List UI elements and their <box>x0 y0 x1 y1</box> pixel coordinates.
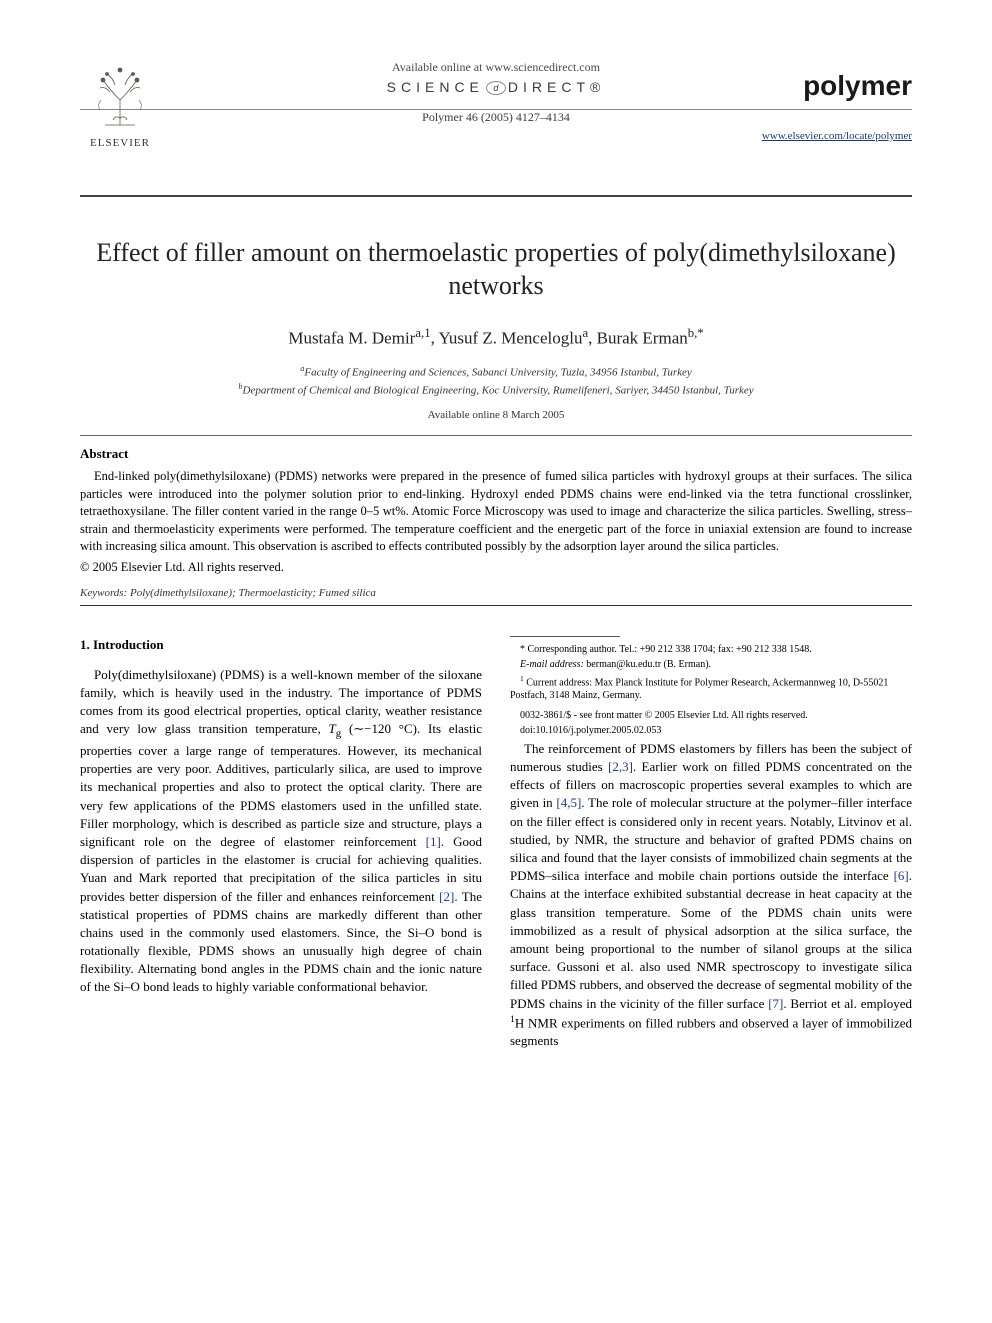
p1c: . The statistical properties of PDMS cha… <box>80 889 482 995</box>
abstract-rule-top <box>80 435 912 436</box>
sd-right: DIRECT® <box>508 79 605 95</box>
journal-brand: polymer www.elsevier.com/locate/polymer <box>762 70 912 142</box>
sd-at-icon: d <box>486 81 506 95</box>
copyright-line: © 2005 Elsevier Ltd. All rights reserved… <box>80 560 912 575</box>
author-3-sup: b,* <box>688 326 704 340</box>
p2d: . Chains at the interface exhibited subs… <box>510 868 912 1010</box>
fn-issn: 0032-3861/$ - see front matter © 2005 El… <box>510 709 912 723</box>
tg-val: (∼−120 °C). Its elastic properties cover… <box>80 721 482 849</box>
abstract-body: End-linked poly(dimethylsiloxane) (PDMS)… <box>80 468 912 556</box>
keywords-label: Keywords: <box>80 587 127 599</box>
author-2: , Yusuf Z. Menceloglu <box>431 329 583 348</box>
article-header: ELSEVIER polymer www.elsevier.com/locate… <box>80 60 912 197</box>
author-1-sup: a,1 <box>415 326 430 340</box>
author-1: Mustafa M. Demir <box>288 329 415 348</box>
affiliation-a-text: Faculty of Engineering and Sciences, Sab… <box>304 367 691 379</box>
keywords-line: Keywords: Poly(dimethylsiloxane); Thermo… <box>80 587 912 599</box>
author-3: , Burak Erman <box>588 329 688 348</box>
cite-7[interactable]: [7] <box>768 996 783 1011</box>
p2e: . Berriot et al. employed <box>783 996 912 1011</box>
elsevier-tree-icon <box>85 60 155 130</box>
keywords-value: Poly(dimethylsiloxane); Thermoelasticity… <box>127 587 376 599</box>
tg-sym: T <box>329 721 336 736</box>
fn-curr-text: Current address: Max Planck Institute fo… <box>510 677 888 702</box>
fn-email: E-mail address: berman@ku.edu.tr (B. Erm… <box>510 658 912 672</box>
elsevier-label: ELSEVIER <box>80 137 160 149</box>
polymer-label: polymer <box>762 70 912 102</box>
cite-6[interactable]: [6] <box>894 868 909 883</box>
body-columns: 1. Introduction Poly(dimethylsiloxane) (… <box>80 636 912 1051</box>
abstract-heading: Abstract <box>80 446 912 462</box>
affiliation-a: aFaculty of Engineering and Sciences, Sa… <box>80 363 912 381</box>
cite-2[interactable]: [2] <box>439 889 454 904</box>
cite-4-5[interactable]: [4,5] <box>556 795 581 810</box>
sd-left: SCIENCE <box>387 79 484 95</box>
header-rule-bottom <box>80 195 912 197</box>
footnote-rule <box>510 636 620 637</box>
fn-current-address: 1 Current address: Max Planck Institute … <box>510 674 912 703</box>
elsevier-logo: ELSEVIER <box>80 60 160 149</box>
intro-para-1: Poly(dimethylsiloxane) (PDMS) is a well-… <box>80 666 482 997</box>
affiliation-b: bDepartment of Chemical and Biological E… <box>80 381 912 399</box>
intro-heading: 1. Introduction <box>80 636 482 654</box>
journal-link[interactable]: www.elsevier.com/locate/polymer <box>762 130 912 142</box>
affiliation-b-text: Department of Chemical and Biological En… <box>243 385 754 397</box>
fn-email-val: berman@ku.edu.tr (B. Erman). <box>584 659 711 670</box>
authors-line: Mustafa M. Demira,1, Yusuf Z. Menceloglu… <box>80 326 912 349</box>
cite-1[interactable]: [1] <box>426 834 441 849</box>
p2f: H NMR experiments on filled rubbers and … <box>510 1015 912 1048</box>
available-date: Available online 8 March 2005 <box>80 409 912 421</box>
article-title: Effect of filler amount on thermoelastic… <box>80 237 912 302</box>
fn-corresponding: * Corresponding author. Tel.: +90 212 33… <box>510 643 912 657</box>
fn-doi: doi:10.1016/j.polymer.2005.02.053 <box>510 724 912 738</box>
affiliations: aFaculty of Engineering and Sciences, Sa… <box>80 363 912 399</box>
cite-2-3[interactable]: [2,3] <box>608 759 633 774</box>
keywords-rule <box>80 605 912 606</box>
fn-email-label: E-mail address: <box>520 659 584 670</box>
footnotes: * Corresponding author. Tel.: +90 212 33… <box>510 643 912 738</box>
intro-para-2: The reinforcement of PDMS elastomers by … <box>510 740 912 1051</box>
